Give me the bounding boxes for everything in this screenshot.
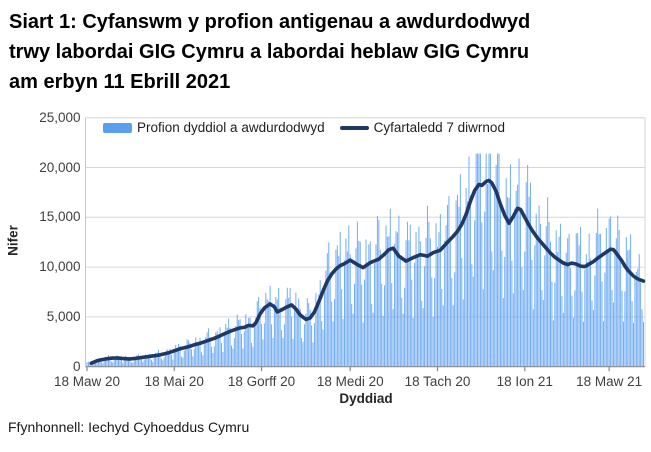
chart-legend: Profion dyddiol a awdurdodwyd Cyfartaled… — [103, 120, 505, 135]
y-tick-label: 15,000 — [39, 209, 81, 225]
gridlines — [85, 117, 646, 367]
line-series-swatch-icon — [339, 125, 369, 130]
y-tick-label: 0 — [72, 358, 81, 374]
y-tick-label: 20,000 — [39, 159, 81, 175]
legend-label-daily-bars: Profion dyddiol a awdurdodwyd — [137, 120, 325, 135]
y-tick-label: 10,000 — [39, 259, 81, 275]
source-note: Ffynhonnell: Iechyd Cyhoeddus Cymru — [8, 419, 250, 435]
bar-series-swatch-icon — [103, 122, 132, 133]
axes — [85, 366, 645, 372]
x-tick-label: 18 Maw 21 — [576, 374, 643, 389]
chart-title-line-1: Siart 1: Cyfanswm y profion antigenau a … — [9, 11, 531, 33]
legend-item-average-line: Cyfartaledd 7 diwrnod — [339, 120, 505, 135]
chart-title-line-3: am erbyn 11 Ebrill 2021 — [9, 71, 231, 93]
x-axis-title: Dyddiad — [339, 391, 393, 406]
seven-day-average-line — [89, 178, 646, 366]
y-tick-label: 5,000 — [46, 308, 81, 324]
chart-title-line-2: trwy labordai GIG Cymru a labordai hebla… — [9, 41, 530, 63]
x-tick-label: 18 Ion 21 — [496, 374, 553, 389]
chart-title: Siart 1: Cyfanswm y profion antigenau a … — [9, 7, 629, 97]
x-tick-label: 18 Gorff 20 — [227, 374, 296, 389]
daily-bars-series — [86, 153, 644, 367]
legend-label-average-line: Cyfartaledd 7 diwrnod — [373, 120, 505, 135]
x-tick-label: 18 Maw 20 — [53, 374, 121, 389]
y-tick-label: 25,000 — [39, 109, 81, 125]
x-tick-label: 18 Tach 20 — [404, 374, 471, 389]
x-tick-label: 18 Mai 20 — [144, 374, 204, 389]
legend-item-daily-bars: Profion dyddiol a awdurdodwyd — [103, 120, 325, 135]
x-tick-label: 18 Medi 20 — [316, 374, 384, 389]
